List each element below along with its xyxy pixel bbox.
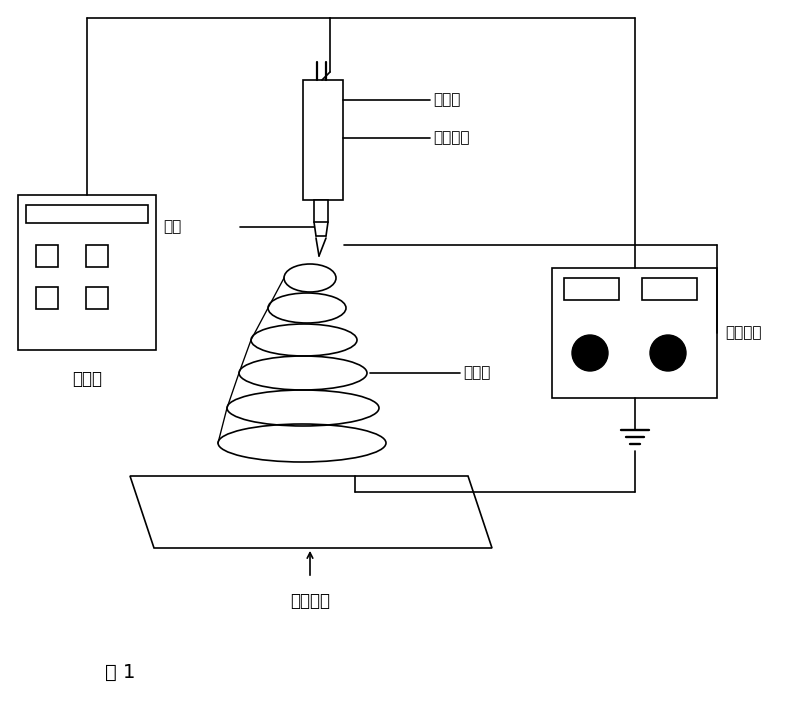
Text: 高压电源: 高压电源 [725,326,762,341]
Bar [26,205,148,223]
Text: 图 1: 图 1 [105,662,135,682]
Text: 推进器: 推进器 [72,370,102,388]
Bar [552,268,717,398]
Text: 针头: 针头 [163,219,182,234]
Bar [86,245,108,267]
Text: 注射器: 注射器 [433,93,460,108]
Circle shape [572,335,608,371]
Text: 收集装置: 收集装置 [290,592,330,610]
Text: 电纺溶液: 电纺溶液 [433,131,470,145]
Bar [36,287,58,309]
Bar [36,245,58,267]
Bar [18,195,156,350]
Bar [564,278,619,300]
Bar [314,200,328,222]
Bar [303,80,343,200]
Text: 纳米线: 纳米线 [463,365,490,380]
Circle shape [650,335,686,371]
Bar [86,287,108,309]
Bar [642,278,697,300]
